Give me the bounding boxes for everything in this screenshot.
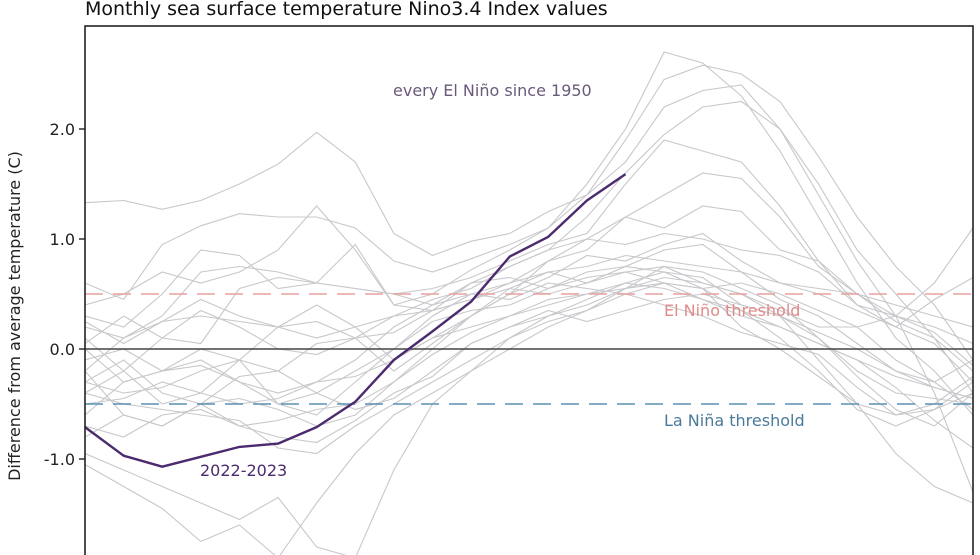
y-tick-label: 0.0 bbox=[50, 340, 75, 359]
series-line-event-19 bbox=[85, 276, 973, 555]
annotation-every-el-nino: every El Niño since 1950 bbox=[393, 81, 592, 100]
y-axis-label: Difference from average temperature (C) bbox=[5, 151, 24, 481]
plot-area bbox=[84, 25, 974, 555]
y-tick-label: -1.0 bbox=[44, 450, 75, 469]
annotation-la-nina-threshold: La Niña threshold bbox=[664, 411, 805, 430]
series-line-2022-2023 bbox=[84, 173, 627, 468]
series-line-event-8 bbox=[85, 232, 973, 394]
series-line-event-20 bbox=[85, 282, 973, 555]
series-line-event-9 bbox=[85, 232, 973, 383]
series-line-event-11 bbox=[85, 243, 973, 405]
series-line-event-21 bbox=[85, 265, 973, 345]
series-line-event-17 bbox=[85, 271, 973, 416]
series-line-event-10 bbox=[85, 254, 973, 394]
series-line-event-13 bbox=[85, 265, 973, 427]
series-line-event-6 bbox=[85, 172, 973, 345]
y-tick-label: 2.0 bbox=[50, 120, 75, 139]
y-axis: 2.0 1.0 0.0 -1.0 bbox=[44, 120, 85, 469]
series-line-event-3 bbox=[85, 51, 973, 416]
series-line-event-2 bbox=[85, 84, 973, 493]
plot-frame bbox=[84, 25, 974, 555]
series-line-event-22 bbox=[85, 282, 973, 438]
y-tick-label: 1.0 bbox=[50, 230, 75, 249]
annotation-el-nino-threshold: El Niño threshold bbox=[664, 301, 800, 320]
background-series-group bbox=[85, 51, 973, 555]
series-line-event-1 bbox=[85, 64, 973, 361]
chart-title: Monthly sea surface temperature Nino3.4 … bbox=[85, 0, 608, 20]
reference-lines-group bbox=[85, 293, 973, 405]
highlight-series-group bbox=[84, 173, 627, 468]
series-line-event-16 bbox=[85, 265, 973, 455]
series-line-event-5 bbox=[85, 139, 973, 339]
series-line-event-15 bbox=[85, 293, 973, 444]
annotation-2022-2023: 2022-2023 bbox=[200, 461, 287, 480]
series-line-event-12 bbox=[85, 271, 973, 416]
